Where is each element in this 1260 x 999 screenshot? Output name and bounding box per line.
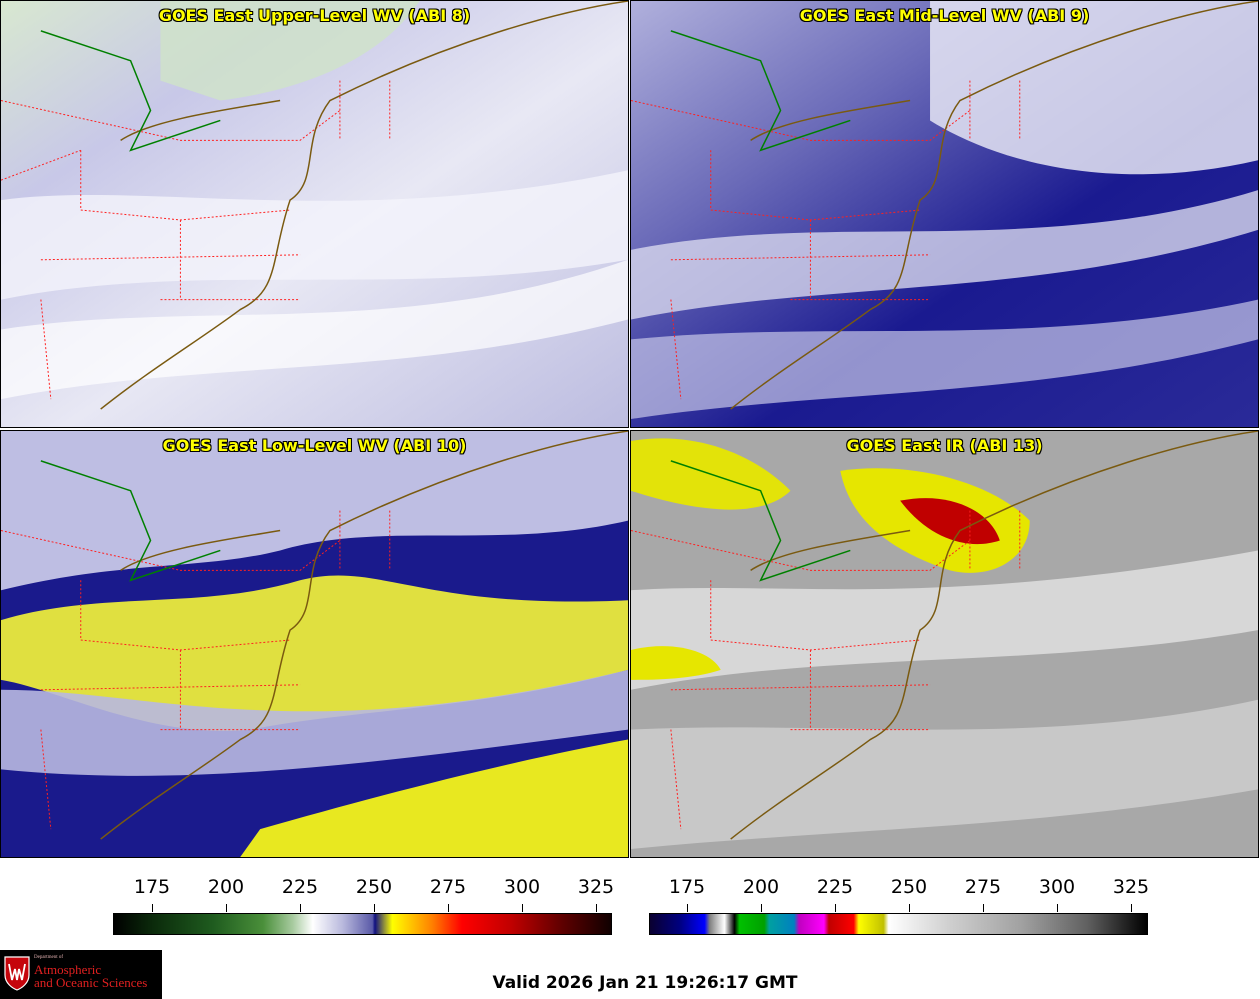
tick-label: 225 (816, 876, 854, 898)
tick-mark (374, 904, 375, 912)
panel-ir: GOES East IR (ABI 13) (630, 430, 1259, 858)
upper-level-wv-image (1, 1, 628, 427)
tick-mark (761, 904, 762, 912)
uw-shield-icon (4, 956, 30, 991)
panel-title: GOES East IR (ABI 13) (846, 436, 1043, 455)
tick-label: 300 (503, 876, 541, 898)
tick-mark (226, 904, 227, 912)
tick-mark (522, 904, 523, 912)
logo-name: Atmospheric and Oceanic Sciences (34, 963, 147, 989)
tick-label: 325 (1112, 876, 1150, 898)
tick-label: 275 (429, 876, 467, 898)
panel-title: GOES East Upper-Level WV (ABI 8) (158, 6, 471, 25)
valid-time: Valid 2026 Jan 21 19:26:17 GMT (492, 973, 798, 993)
tick-label: 200 (742, 876, 780, 898)
tick-label: 250 (355, 876, 393, 898)
aos-logo: Department of Atmospheric and Oceanic Sc… (0, 950, 162, 999)
tick-label: 175 (668, 876, 706, 898)
tick-mark (448, 904, 449, 912)
logo-line-3: and Oceanic Sciences (34, 975, 148, 990)
panel-title: GOES East Low-Level WV (ABI 10) (162, 436, 467, 455)
wv-colorbar-ticks: 175 200 225 250 275 300 325 (113, 876, 615, 912)
tick-label: 325 (577, 876, 615, 898)
tick-mark (152, 904, 153, 912)
mid-level-wv-image (631, 1, 1258, 427)
tick-label: 275 (964, 876, 1002, 898)
panel-upper-level-wv: GOES East Upper-Level WV (ABI 8) (0, 0, 629, 428)
tick-label: 200 (207, 876, 245, 898)
ir-colorbar-ticks: 175 200 225 250 275 300 325 (649, 876, 1150, 912)
tick-mark (596, 904, 597, 912)
tick-label: 175 (133, 876, 171, 898)
low-level-wv-image (1, 431, 628, 857)
tick-mark (983, 904, 984, 912)
tick-label: 225 (281, 876, 319, 898)
tick-label: 300 (1038, 876, 1076, 898)
logo-line-2: Atmospheric (34, 962, 102, 977)
tick-mark (1057, 904, 1058, 912)
ir-image (631, 431, 1258, 857)
tick-mark (687, 904, 688, 912)
tick-label: 250 (890, 876, 928, 898)
panel-mid-level-wv: GOES East Mid-Level WV (ABI 9) (630, 0, 1259, 428)
logo-dept-line: Department of (34, 955, 64, 960)
panel-low-level-wv: GOES East Low-Level WV (ABI 10) (0, 430, 629, 858)
panel-title: GOES East Mid-Level WV (ABI 9) (799, 6, 1090, 25)
tick-mark (835, 904, 836, 912)
ir-colorbar-gradient (649, 913, 1148, 935)
tick-mark (300, 904, 301, 912)
tick-mark (1131, 904, 1132, 912)
tick-mark (909, 904, 910, 912)
wv-colorbar-gradient (113, 913, 612, 935)
